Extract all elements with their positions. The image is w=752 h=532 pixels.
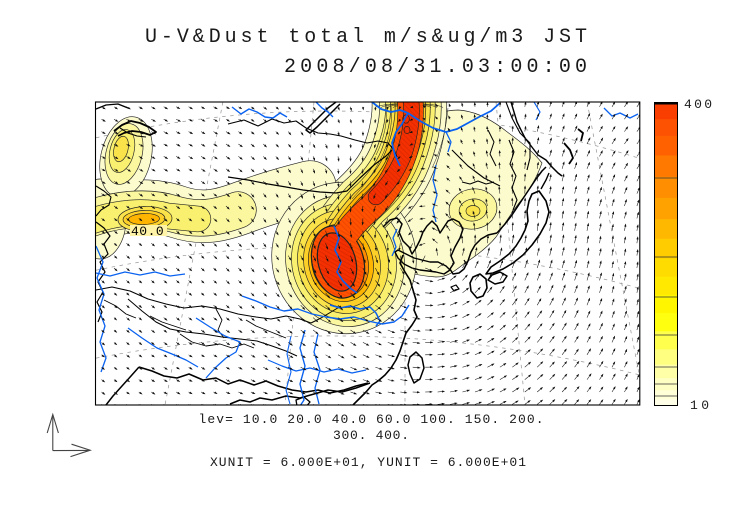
svg-text:400: 400: [684, 97, 712, 112]
svg-text:40.0: 40.0: [131, 224, 164, 239]
svg-text:300. 400.: 300. 400.: [333, 428, 409, 443]
svg-text:2008/08/31.03:00:00: 2008/08/31.03:00:00: [284, 56, 587, 79]
svg-text:lev= 10.0 20.0 40.0 60.0 100.: lev= 10.0 20.0 40.0 60.0 100. 150. 200.: [199, 412, 544, 427]
svg-text:XUNIT = 6.000E+01, YUNIT = 6.0: XUNIT = 6.000E+01, YUNIT = 6.000E+01: [210, 455, 526, 470]
